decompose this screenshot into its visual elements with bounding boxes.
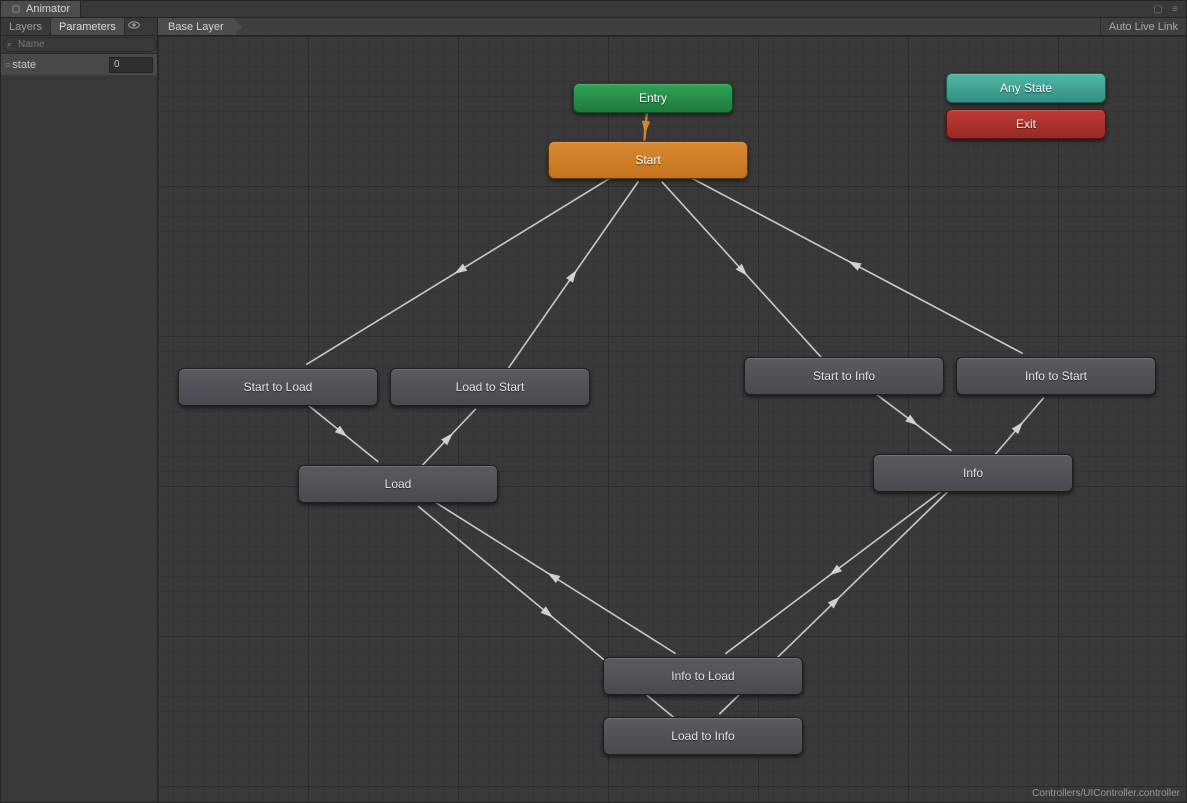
status-bar: Controllers/UIController.controller (1032, 785, 1180, 802)
tab-title: Animator (26, 3, 70, 15)
parameter-search-row: ⌕ + (1, 36, 157, 54)
parameter-name: state (12, 59, 105, 71)
asset-path: Controllers/UIController.controller (1032, 788, 1180, 799)
parameter-search-input[interactable] (3, 37, 157, 52)
parameter-value-input[interactable] (109, 57, 153, 73)
tab-animator[interactable]: Animator (1, 1, 81, 17)
parameters-panel: ⌕ + ≡ state (1, 36, 158, 802)
auto-live-link-label: Auto Live Link (1109, 21, 1178, 33)
state-label: Start to Info (813, 369, 875, 383)
state-label: Load to Start (456, 380, 525, 394)
state-node-info-to-load[interactable]: Info to Load (603, 657, 803, 695)
state-node-start-to-load[interactable]: Start to Load (178, 368, 378, 406)
auto-live-link-button[interactable]: Auto Live Link (1100, 18, 1186, 35)
parameter-row[interactable]: ≡ state (1, 54, 157, 76)
sidebar-tabs: Layers Parameters (1, 18, 158, 35)
visibility-icon[interactable] (127, 18, 141, 32)
state-node-exit[interactable]: Exit (946, 109, 1106, 139)
toolbar: Layers Parameters Base Layer Auto Live L… (1, 18, 1186, 36)
tab-label: Parameters (59, 21, 116, 33)
state-node-load[interactable]: Load (298, 465, 498, 503)
state-node-entry[interactable]: Entry (573, 83, 733, 113)
state-label: Start to Load (244, 380, 313, 394)
window-menu-icon[interactable]: ≡ (1168, 4, 1182, 15)
state-label: Start (635, 153, 660, 167)
graph-canvas[interactable]: Controllers/UIController.controller Entr… (158, 36, 1186, 802)
state-label: Load to Info (671, 729, 734, 743)
breadcrumb-base-layer[interactable]: Base Layer (158, 18, 234, 35)
animator-icon (11, 4, 21, 14)
drag-handle-icon[interactable]: ≡ (5, 60, 8, 70)
breadcrumb[interactable]: Base Layer (158, 18, 1100, 35)
lock-icon[interactable]: ▢ (1151, 4, 1165, 15)
state-label: Info to Start (1025, 369, 1087, 383)
window-buttons: ▢ ≡ (1151, 1, 1186, 17)
state-label: Info to Load (671, 669, 734, 683)
breadcrumb-label: Base Layer (168, 21, 224, 33)
state-node-any-state[interactable]: Any State (946, 73, 1106, 103)
state-label: Entry (639, 91, 667, 105)
tab-parameters[interactable]: Parameters (51, 18, 125, 35)
state-node-start[interactable]: Start (548, 141, 748, 179)
state-node-start-to-info[interactable]: Start to Info (744, 357, 944, 395)
state-node-load-to-start[interactable]: Load to Start (390, 368, 590, 406)
window-tab-strip: Animator ▢ ≡ (1, 1, 1186, 18)
state-label: Any State (1000, 81, 1052, 95)
state-node-info[interactable]: Info (873, 454, 1073, 492)
state-node-info-to-start[interactable]: Info to Start (956, 357, 1156, 395)
state-label: Info (963, 466, 983, 480)
tab-layers[interactable]: Layers (1, 18, 51, 35)
tab-label: Layers (9, 21, 42, 33)
state-label: Exit (1016, 117, 1036, 131)
state-label: Load (385, 477, 412, 491)
state-node-load-to-info[interactable]: Load to Info (603, 717, 803, 755)
